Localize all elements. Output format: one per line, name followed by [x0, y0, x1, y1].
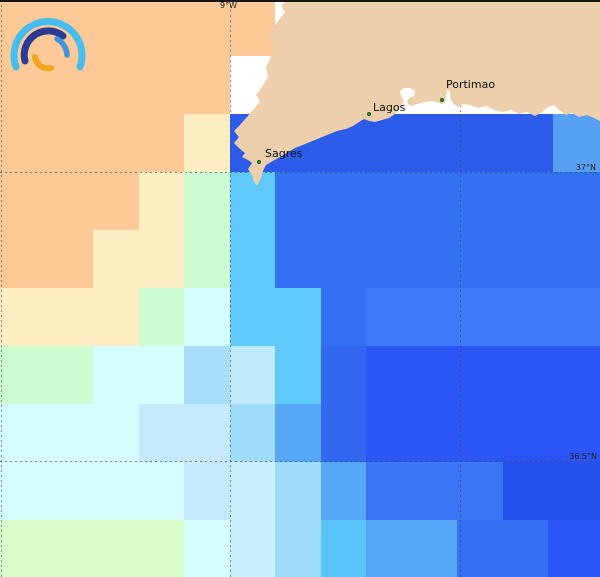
grid-cell — [0, 346, 93, 404]
grid-cell — [139, 404, 230, 462]
town-dot-sagres — [257, 160, 261, 164]
grid-cell — [366, 288, 600, 346]
grid-cell — [93, 346, 184, 404]
grid-cell — [230, 346, 275, 404]
grid-cell — [321, 346, 366, 404]
grid-cell — [548, 520, 600, 577]
town-label-lagos: Lagos — [373, 101, 406, 114]
grid-cell — [321, 520, 366, 577]
town-label-portimao: Portimao — [446, 78, 496, 91]
grid-cell — [230, 520, 275, 577]
grid-cell — [275, 230, 600, 288]
longitude-label: 9°W — [220, 1, 237, 10]
graticule-line-vertical — [230, 0, 231, 577]
rainbow-logo-icon — [10, 18, 86, 72]
grid-cell — [0, 172, 139, 230]
grid-cell — [230, 172, 275, 230]
grid-cell — [0, 404, 139, 462]
grid-cell — [184, 462, 230, 520]
grid-cell — [366, 520, 457, 577]
graticule-line-vertical — [1, 0, 2, 577]
town-label-sagres: Sagres — [265, 147, 303, 160]
grid-cell — [230, 462, 275, 520]
logo-arc — [32, 54, 54, 72]
graticule-line-horizontal — [0, 461, 600, 462]
grid-cell — [184, 346, 230, 404]
grid-cell — [184, 520, 230, 577]
grid-cell — [553, 114, 600, 172]
grid-cell — [457, 520, 548, 577]
grid-cell — [321, 288, 366, 346]
grid-cell — [0, 462, 184, 520]
grid-cell — [184, 114, 230, 172]
latitude-label-37n: 37°N — [575, 163, 596, 172]
latitude-label-36-5n: 36.5°N — [569, 452, 597, 461]
logo-arc — [10, 18, 86, 71]
grid-cell — [503, 462, 600, 520]
grid-cell — [230, 288, 321, 346]
grid-cell — [184, 230, 230, 288]
grid-cell — [0, 288, 139, 346]
grid-cell — [0, 230, 93, 288]
grid-cell — [0, 114, 184, 172]
grid-cell — [275, 404, 321, 462]
grid-cell — [139, 172, 184, 230]
grid-cell — [366, 346, 600, 404]
grid-cell — [366, 404, 600, 462]
grid-cell — [321, 404, 366, 462]
land-coastline-polygon — [234, 0, 600, 186]
town-dot-lagos — [367, 112, 371, 116]
logo-arc — [20, 27, 67, 65]
grid-cell — [139, 288, 184, 346]
logo-arc — [54, 36, 70, 58]
grid-cell — [184, 288, 230, 346]
map-top-border — [0, 0, 600, 2]
grid-cell — [0, 520, 184, 577]
grid-cell — [275, 172, 600, 230]
town-dot-portimao — [440, 98, 444, 102]
grid-cell — [230, 404, 275, 462]
grid-cell — [93, 230, 184, 288]
grid-cell — [275, 462, 321, 520]
grid-cell — [184, 172, 230, 230]
grid-cell — [366, 462, 503, 520]
grid-cell — [230, 230, 275, 288]
grid-cell — [275, 346, 321, 404]
graticule-line-vertical — [460, 0, 461, 577]
grid-cell — [275, 520, 321, 577]
graticule-line-horizontal — [0, 172, 600, 173]
grid-cell — [321, 462, 366, 520]
